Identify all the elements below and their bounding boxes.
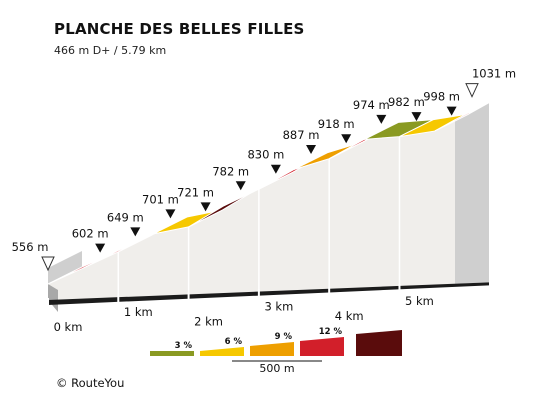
end-elevation-label: 1031 m — [472, 67, 516, 81]
profile-top-band — [47, 102, 490, 285]
elevation-marker-icon — [270, 164, 281, 174]
chart-subtitle: 466 m D+ / 5.79 km — [54, 44, 167, 57]
elevation-marker-icon — [306, 144, 317, 154]
scale-bar-label: 500 m — [259, 362, 294, 375]
elevation-marker-icon — [341, 134, 352, 144]
profile-right-side — [455, 102, 489, 284]
distance-axis: 0 km 1 km 2 km 3 km 4 km 5 km — [54, 294, 434, 334]
elevation-marker-icon — [446, 106, 457, 116]
distance-tick-label: 5 km — [405, 294, 434, 308]
elevation-marker-icon — [95, 243, 106, 253]
distance-tick-label: 3 km — [264, 300, 293, 314]
gradient-segment — [434, 102, 490, 132]
elevation-label: 998 m — [423, 90, 460, 104]
gradient-legend: 3 % 6 % 9 % 12 % 500 m — [150, 327, 402, 375]
profile-face-area — [48, 119, 455, 301]
legend-swatch — [356, 330, 402, 356]
elevation-label: 602 m — [72, 227, 109, 241]
elevation-marker-icon — [200, 202, 211, 212]
distance-tick-label: 4 km — [335, 309, 364, 323]
elevation-marker-icon — [235, 181, 246, 191]
legend-swatch — [200, 347, 244, 356]
elevation-label: 974 m — [353, 98, 390, 112]
legend-swatch — [150, 351, 194, 356]
elevation-marker-icon — [165, 209, 176, 219]
chart-title: PLANCHE DES BELLES FILLES — [54, 20, 305, 38]
legend-label: 3 % — [175, 341, 193, 351]
distance-tick-label: 2 km — [194, 314, 223, 328]
start-marker-icon — [41, 256, 55, 272]
elevation-label: 918 m — [318, 117, 355, 131]
profile-side — [47, 102, 489, 312]
distance-tick-label: 0 km — [54, 320, 83, 334]
elevation-markers — [41, 83, 479, 272]
elevation-label: 649 m — [107, 210, 144, 224]
start-elevation-label: 556 m — [12, 240, 49, 254]
elevation-label: 830 m — [247, 148, 284, 162]
routeyou-credit: © RouteYou — [56, 376, 125, 390]
elevation-label: 721 m — [177, 185, 214, 199]
elevation-label: 782 m — [212, 164, 249, 178]
profile-start-edge — [48, 284, 58, 312]
profile-start-cap — [48, 251, 82, 284]
legend-label: 6 % — [225, 337, 243, 347]
profile-baseline — [48, 282, 489, 305]
elevation-label: 701 m — [142, 192, 179, 206]
legend-label: 12 % — [319, 327, 343, 337]
end-marker-icon — [465, 83, 479, 98]
distance-tick-label: 1 km — [124, 305, 153, 319]
legend-swatch — [300, 337, 344, 356]
elevation-label: 887 m — [283, 128, 320, 142]
elevation-marker-icon — [411, 112, 422, 122]
legend-swatch — [250, 342, 294, 356]
elevation-marker-icon — [376, 114, 387, 124]
legend-label: 9 % — [275, 332, 293, 342]
elevation-marker-icon — [130, 227, 141, 237]
profile-face — [48, 119, 455, 301]
elevation-label: 982 m — [388, 95, 425, 109]
